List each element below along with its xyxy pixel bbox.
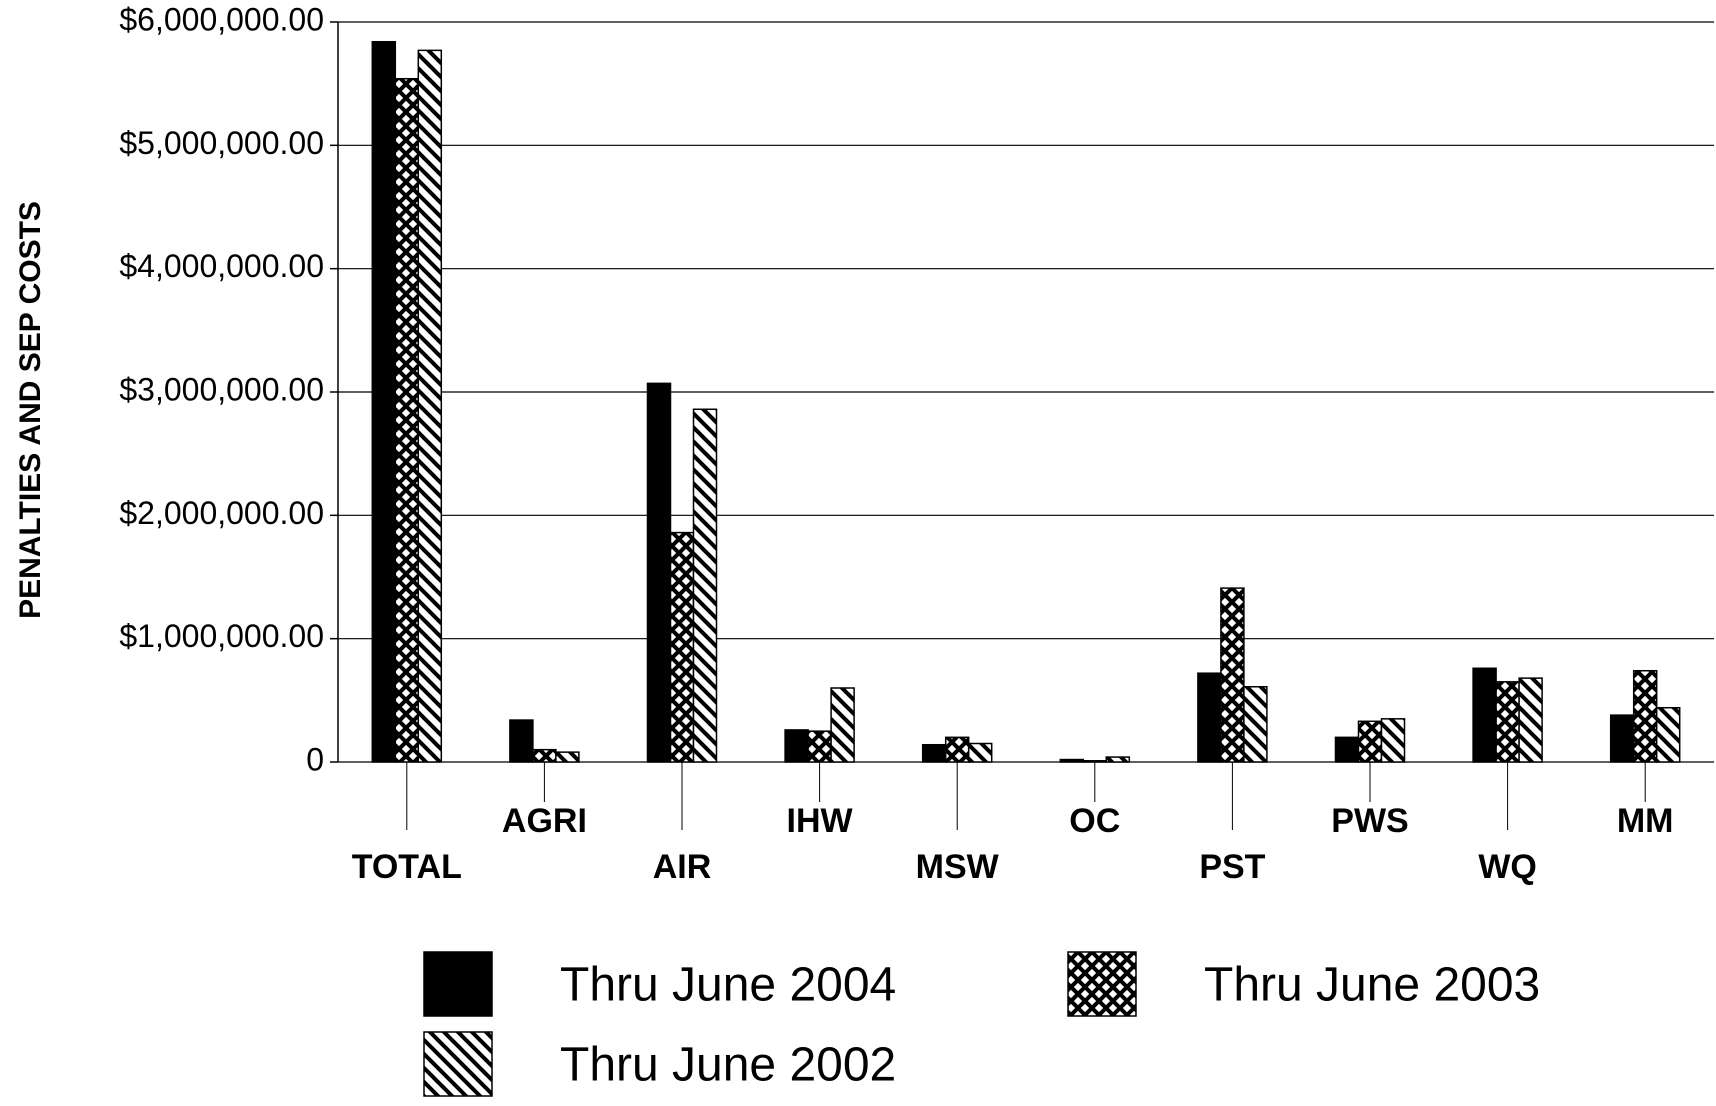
bar	[784, 729, 809, 763]
bar	[807, 730, 832, 763]
x-tick-label: MSW	[916, 848, 1000, 886]
bar	[1220, 587, 1245, 763]
y-tick-label: $2,000,000.00	[119, 495, 324, 531]
bar	[509, 719, 534, 763]
legend-swatch	[1067, 951, 1137, 1017]
bar	[394, 77, 420, 763]
bar	[1609, 714, 1635, 763]
x-tick-label: IHW	[787, 802, 854, 840]
bar	[532, 748, 557, 763]
bar	[1082, 760, 1108, 763]
bar	[1632, 669, 1658, 763]
bar	[1197, 672, 1222, 763]
legend-label: Thru June 2004	[560, 959, 896, 1012]
bar	[1518, 677, 1543, 763]
x-tick-label: AGRI	[502, 802, 587, 840]
bar	[1243, 686, 1268, 763]
x-tick-label: PST	[1199, 848, 1265, 886]
bar	[669, 531, 695, 763]
y-tick-label: $5,000,000.00	[119, 125, 324, 161]
bar	[1380, 718, 1406, 763]
bar	[1472, 667, 1497, 763]
legend-swatch	[423, 951, 493, 1017]
x-tick-label: OC	[1069, 802, 1120, 840]
x-tick-label: WQ	[1478, 848, 1537, 886]
bar	[1105, 756, 1131, 763]
bar	[967, 742, 993, 763]
legend-label: Thru June 2002	[560, 1039, 896, 1092]
legend-swatch	[423, 1031, 493, 1097]
bar	[1357, 720, 1383, 763]
bar	[555, 751, 580, 763]
bar	[646, 382, 672, 763]
y-axis-label: PENALTIES AND SEP COSTS	[14, 201, 47, 619]
x-tick-label: PWS	[1331, 802, 1408, 840]
legend-label: Thru June 2003	[1204, 959, 1540, 1012]
x-tick-label: AIR	[653, 848, 712, 886]
bar	[1334, 736, 1360, 763]
x-tick-label: TOTAL	[352, 848, 462, 886]
y-tick-label: $6,000,000.00	[119, 1, 324, 37]
bar	[371, 40, 397, 763]
y-tick-label: $3,000,000.00	[119, 371, 324, 407]
bar	[921, 743, 947, 763]
x-tick-label: MM	[1617, 802, 1674, 840]
y-tick-label: 0	[306, 741, 324, 777]
bar	[1655, 706, 1681, 763]
bar	[692, 408, 718, 763]
bar	[830, 687, 855, 763]
bar	[1495, 681, 1520, 763]
y-tick-label: $4,000,000.00	[119, 248, 324, 284]
bar	[944, 736, 970, 763]
y-tick-label: $1,000,000.00	[119, 618, 324, 654]
bar	[1059, 758, 1085, 763]
bar	[417, 49, 443, 763]
